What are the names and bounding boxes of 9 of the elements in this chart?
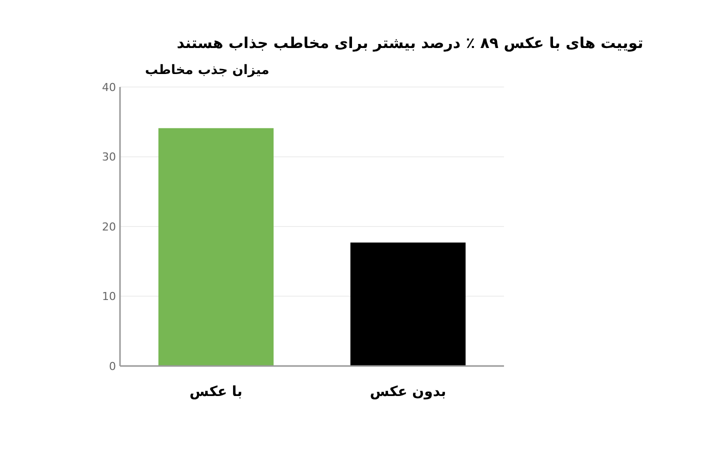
y-tick-label: 40: [102, 80, 116, 94]
chart-title: توییت های با عکس ۸۹ ٪ درصد بیشتر برای مخاطب جذاب هستند: [176, 34, 644, 52]
y-axis-title: میزان جذب مخاطب: [145, 63, 270, 78]
y-tick-label: 0: [109, 360, 116, 373]
y-tick-label: 10: [102, 290, 116, 304]
y-tick-label: 20: [102, 220, 116, 234]
y-tick-label: 30: [102, 150, 116, 164]
x-tick-label: بدون عکس: [370, 384, 446, 400]
x-tick-label: با عکس: [190, 384, 242, 400]
